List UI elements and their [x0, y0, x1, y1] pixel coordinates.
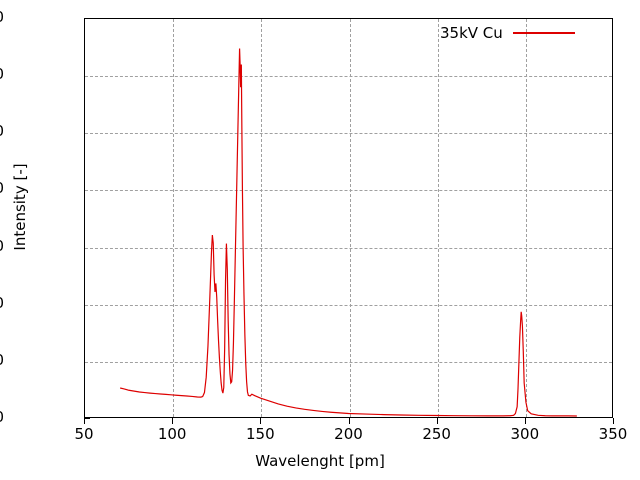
x-tick-mark	[613, 418, 614, 424]
y-tick-label: 7000	[0, 10, 4, 25]
y-tick-label: 0	[0, 410, 4, 425]
x-tick-label: 350	[598, 425, 628, 443]
x-tick-label: 150	[246, 425, 275, 443]
gridline-vertical	[525, 19, 527, 417]
gridline-horizontal	[85, 133, 612, 135]
y-axis-label: Intensity [-]	[11, 163, 29, 251]
y-tick-label: 5000	[0, 124, 4, 139]
y-tick-label: 4000	[0, 181, 4, 196]
x-axis-label: Wavelenght [pm]	[255, 452, 385, 470]
plot-area	[84, 18, 613, 418]
x-tick-mark	[260, 418, 262, 424]
legend-color-swatch	[512, 32, 575, 34]
x-tick-label: 100	[157, 425, 187, 443]
y-tick-mark	[84, 418, 90, 419]
series-line-35kv-cu	[120, 49, 577, 416]
gridline-vertical	[437, 19, 439, 417]
x-tick-mark	[84, 418, 85, 424]
x-tick-mark	[524, 418, 526, 424]
gridline-horizontal	[85, 247, 612, 249]
x-tick-label: 250	[422, 425, 451, 443]
gridline-horizontal	[85, 76, 612, 78]
legend: 35kV Cu	[440, 24, 575, 42]
gridline-horizontal	[85, 304, 612, 306]
x-tick-mark	[172, 418, 174, 424]
x-tick-label: 200	[334, 425, 363, 443]
x-tick-mark	[348, 418, 350, 424]
y-tick-label: 2000	[0, 295, 4, 311]
gridline-horizontal	[85, 361, 612, 363]
legend-label-35kv-cu: 35kV Cu	[440, 24, 503, 42]
gridline-vertical	[349, 19, 351, 417]
gridline-vertical	[261, 19, 263, 417]
data-series-plot	[85, 19, 612, 417]
y-tick-label: 6000	[0, 67, 4, 82]
y-tick-label: 3000	[0, 238, 4, 254]
gridline-vertical	[173, 19, 175, 417]
x-tick-mark	[436, 418, 438, 424]
x-tick-label: 300	[510, 425, 540, 443]
x-tick-label: 50	[74, 425, 94, 443]
y-tick-label: 1000	[0, 352, 4, 368]
gridline-horizontal	[85, 190, 612, 192]
